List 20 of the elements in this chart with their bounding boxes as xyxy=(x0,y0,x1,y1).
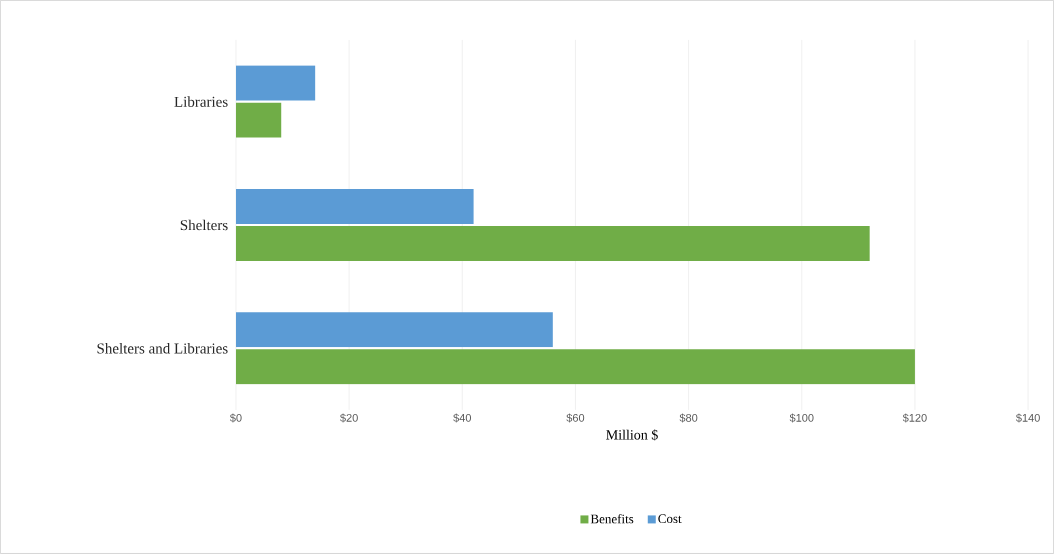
y-tick-label: Shelters and Libraries xyxy=(97,343,228,354)
legend-label: Benefits xyxy=(590,514,634,524)
x-tick-label: $100 xyxy=(789,413,814,423)
legend-label: Cost xyxy=(658,514,682,524)
x-axis-title: Million $ xyxy=(606,429,658,441)
bar xyxy=(235,225,870,261)
bar xyxy=(235,65,316,101)
x-tick-label: $20 xyxy=(340,413,358,423)
bar xyxy=(235,188,474,224)
bar xyxy=(235,312,553,348)
bar xyxy=(235,102,282,138)
x-tick-label: $80 xyxy=(679,413,698,423)
x-tick-label: $120 xyxy=(902,413,927,423)
y-tick-label: Libraries xyxy=(174,96,228,107)
y-tick-label: Shelters xyxy=(180,219,228,231)
x-tick-label: $60 xyxy=(566,413,585,423)
bar xyxy=(235,349,915,385)
x-tick-label: $0 xyxy=(229,413,242,423)
x-tick-label: $40 xyxy=(453,413,472,423)
x-tick-label: $140 xyxy=(1015,413,1040,423)
